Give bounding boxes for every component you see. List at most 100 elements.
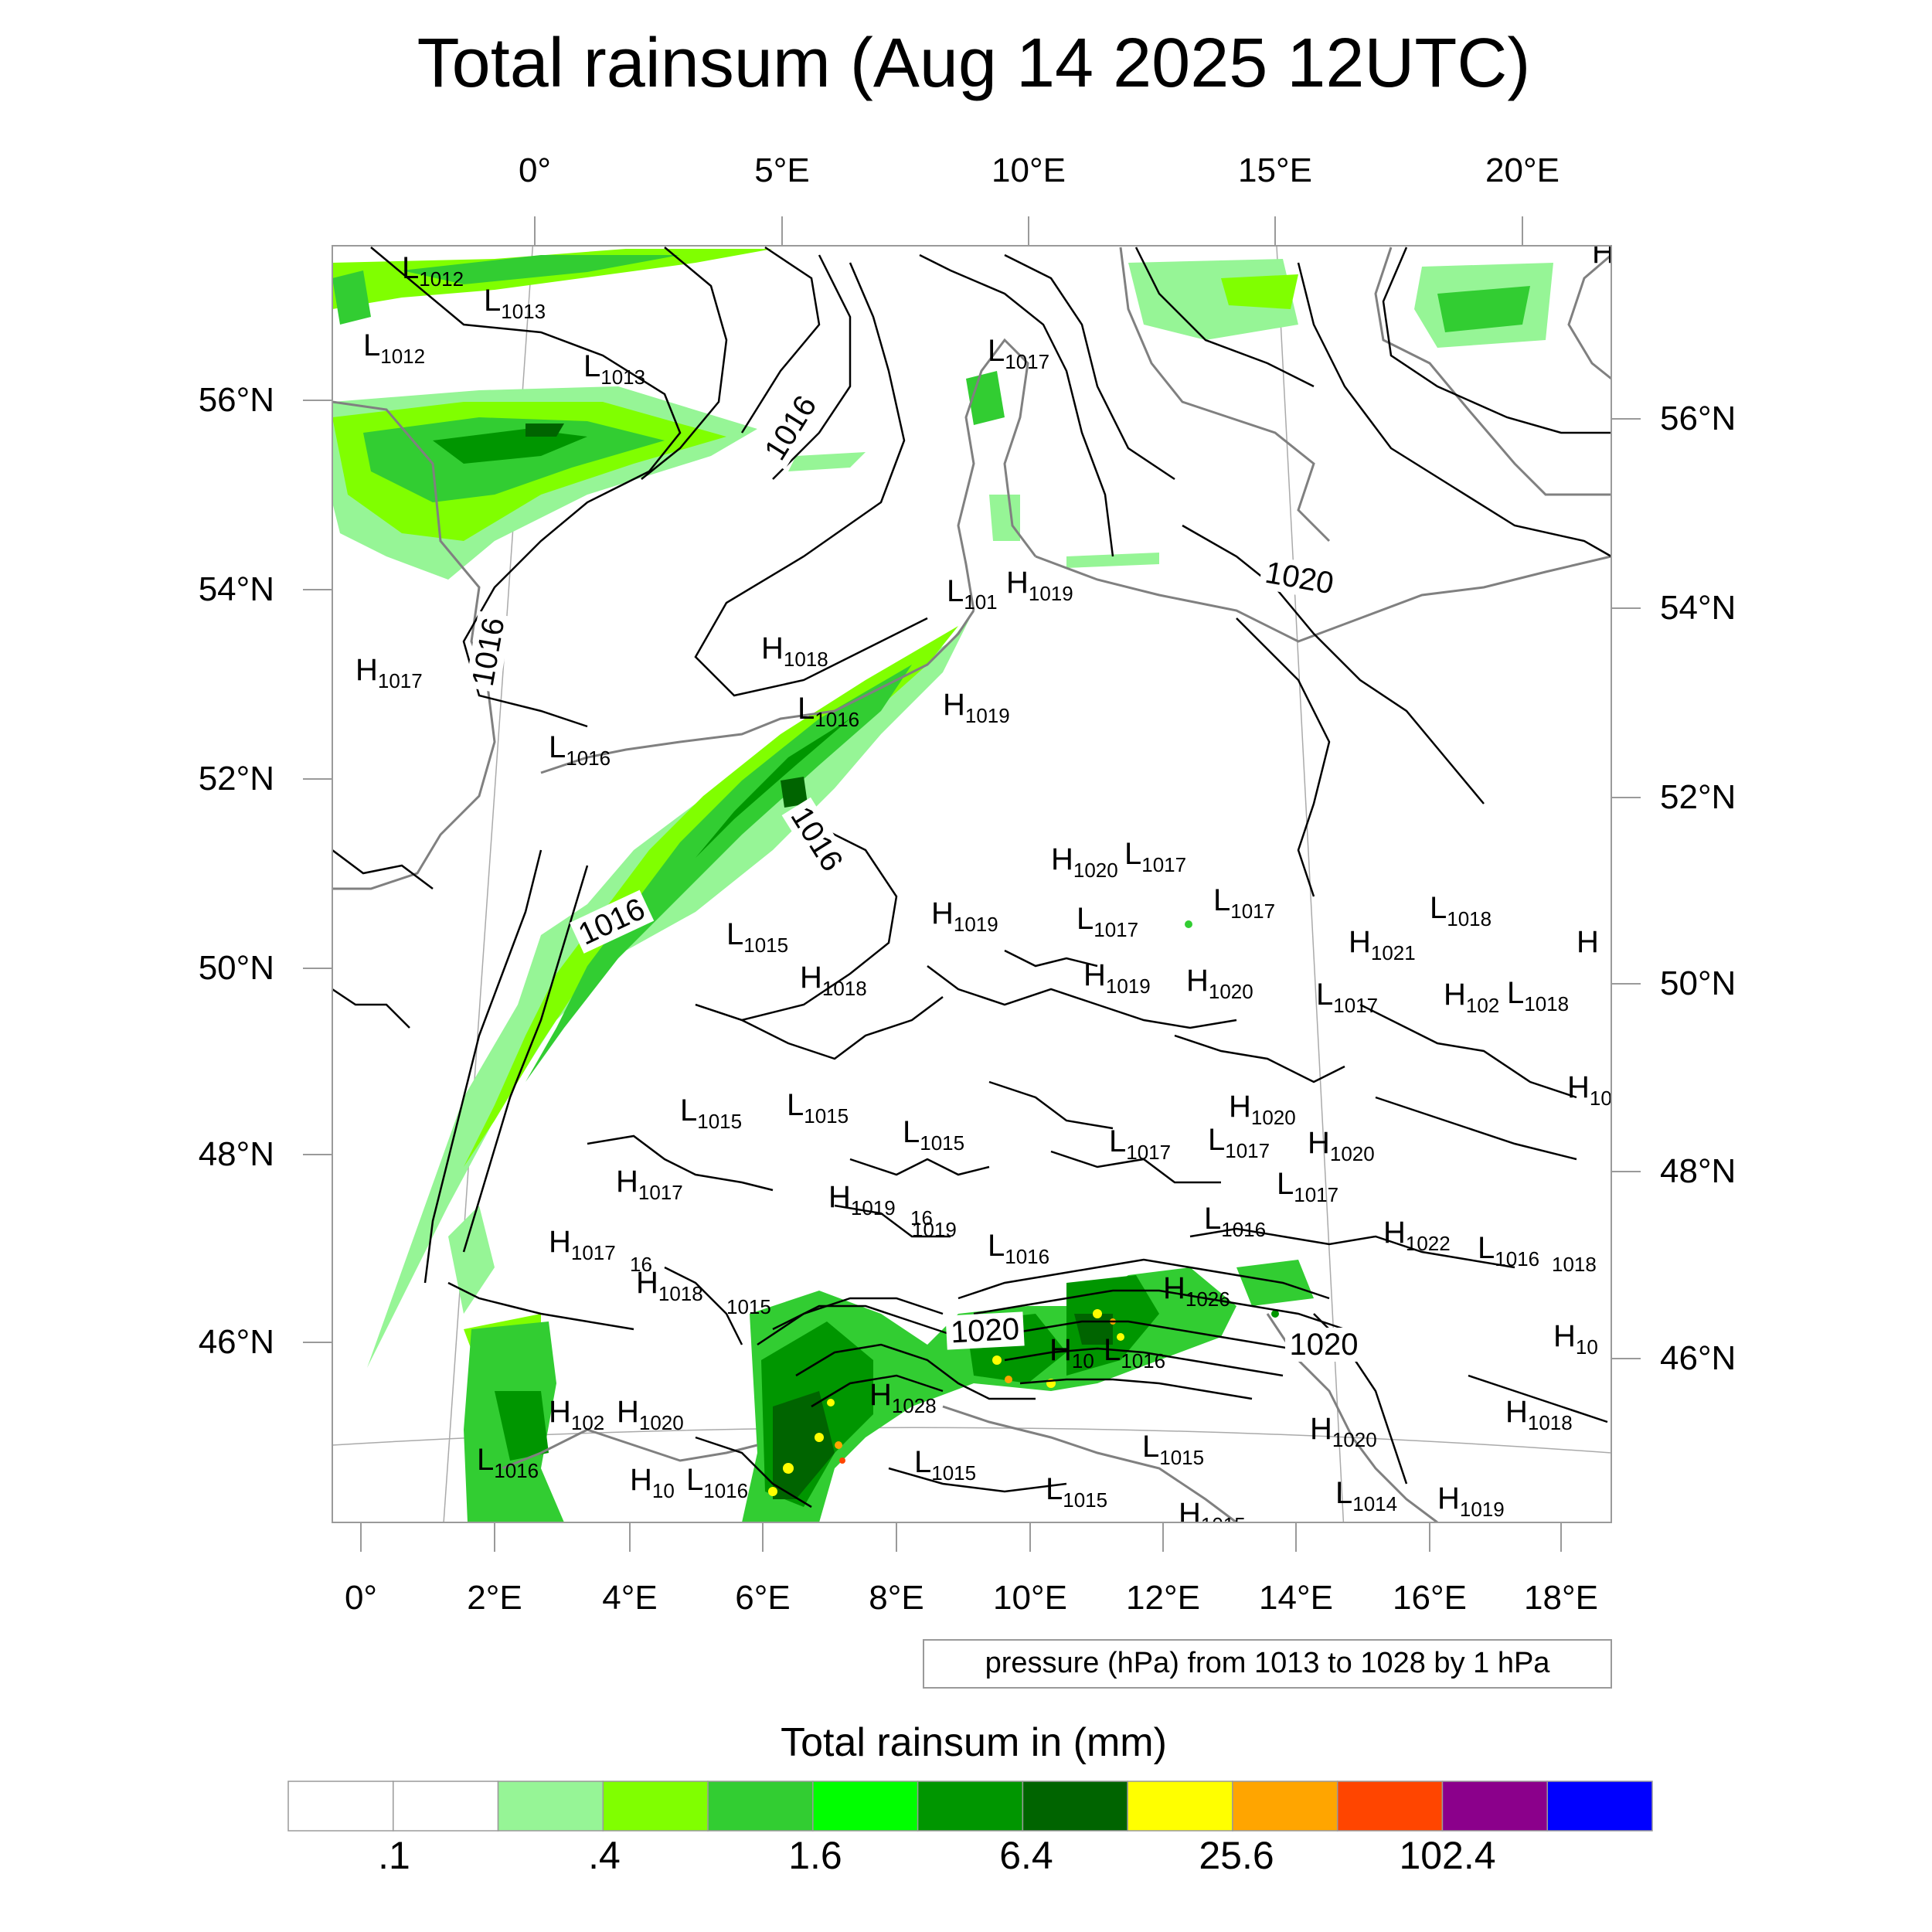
colorbar-label: .1	[378, 1834, 410, 1877]
left-lat-label: 48°N	[199, 1135, 274, 1173]
high-center: H1022	[1383, 1216, 1451, 1255]
low-center: L1015	[1046, 1472, 1107, 1512]
low-center: L1017	[1316, 978, 1378, 1017]
high-center: H1020	[1308, 1126, 1375, 1165]
colorbar-swatch	[1336, 1781, 1444, 1832]
left-lat-label: 54°N	[199, 570, 274, 608]
right-lat-label: 52°N	[1660, 778, 1736, 816]
low-center: L1013	[583, 349, 645, 389]
high-center: H1019	[828, 1180, 896, 1219]
right-lat-label: 48°N	[1660, 1152, 1736, 1190]
partial-center-label: 16	[910, 1206, 933, 1230]
high-center: H1019	[943, 688, 1010, 727]
colorbar-label: 102.4	[1399, 1834, 1495, 1877]
colorbar-swatch	[707, 1781, 814, 1832]
right-lat-label: 50°N	[1660, 964, 1736, 1002]
bottom-lon-label: 14°E	[1259, 1579, 1333, 1617]
bottom-lon-label: 4°E	[602, 1579, 657, 1617]
low-center: L1017	[1124, 837, 1186, 876]
low-center: L1016	[1204, 1202, 1266, 1241]
high-center: H1019	[1437, 1481, 1505, 1521]
rain-extreme-cells	[768, 1309, 1124, 1496]
left-lat-label: 52°N	[199, 760, 274, 798]
rain-extreme-cores	[835, 1318, 1116, 1449]
coastlines	[332, 247, 1611, 1522]
low-center: L1016	[1478, 1231, 1539, 1270]
low-center: L1014	[1335, 1476, 1397, 1515]
high-center: H102	[549, 1395, 604, 1434]
right-latitude-axis: 56°N 54°N 52°N 50°N 48°N 46°N	[1611, 400, 1736, 1377]
map-content: 1016 1016 1016 1016 1020 1020	[332, 246, 1611, 1522]
high-center: H1018	[800, 961, 867, 1000]
colorbar-swatch	[812, 1781, 919, 1832]
rain-field	[332, 249, 1553, 1522]
low-center: L101	[947, 574, 998, 614]
low-center: L1015	[903, 1115, 964, 1155]
partial-center-label: 1015	[726, 1295, 771, 1318]
contour-info-text: pressure (hPa) from 1013 to 1028 by 1 hP…	[985, 1647, 1551, 1679]
top-lon-label: 5°E	[754, 151, 809, 189]
isobars	[332, 246, 1611, 1509]
low-center: L1016	[988, 1229, 1049, 1268]
high-center: H1019	[1006, 566, 1073, 605]
high-center: H1018	[761, 631, 828, 671]
colorbar-title: Total rainsum in (mm)	[781, 1720, 1167, 1765]
low-center: L1016	[686, 1463, 748, 1502]
low-center: L1018	[1430, 891, 1492, 930]
low-center: L1017	[1077, 902, 1138, 941]
high-center: H10	[1553, 1319, 1598, 1359]
high-center: H1021	[1349, 925, 1416, 964]
bottom-lon-label: 8°E	[869, 1579, 923, 1617]
colorbar-swatch	[602, 1781, 709, 1832]
colorbar: Total rainsum in (mm) .1 .4 1.6 6.4 25.6…	[287, 1720, 1653, 1877]
low-center: L1018	[1507, 976, 1569, 1015]
right-lat-label: 46°N	[1660, 1339, 1736, 1377]
low-center: L1012	[363, 328, 425, 368]
high-center: H1020	[617, 1395, 684, 1434]
low-center: L1017	[1213, 883, 1275, 923]
low-center: L1013	[484, 284, 546, 323]
colorbar-swatch	[917, 1781, 1024, 1832]
high-center: H1026	[1163, 1271, 1230, 1311]
colorbar-swatch	[1022, 1781, 1128, 1832]
top-lon-label: 15°E	[1238, 151, 1312, 189]
high-center: H	[1577, 925, 1599, 959]
low-center: L1015	[914, 1445, 976, 1485]
low-center: L1016	[1104, 1333, 1165, 1372]
colorbar-swatch	[1546, 1781, 1653, 1832]
contour-info-box: pressure (hPa) from 1013 to 1028 by 1 hP…	[923, 1639, 1612, 1689]
top-lon-label: 0°	[519, 151, 551, 189]
colorbar-label: 25.6	[1199, 1834, 1274, 1877]
low-center: L1017	[988, 334, 1049, 373]
colorbar-swatch	[1232, 1781, 1338, 1832]
high-center: H1018	[636, 1266, 703, 1305]
bottom-lon-label: 18°E	[1524, 1579, 1598, 1617]
left-lat-label: 50°N	[199, 949, 274, 987]
low-center: L1012	[402, 251, 464, 291]
high-center: H10	[630, 1463, 675, 1502]
right-lat-label: 54°N	[1660, 589, 1736, 627]
bottom-lon-label: 2°E	[467, 1579, 522, 1617]
partial-center-label: 1019	[912, 1218, 957, 1241]
left-lat-label: 46°N	[199, 1323, 274, 1361]
pressure-centers: L1012 L1013 L1012 L1013 L1017 H H1017 L1…	[355, 246, 1611, 1522]
isobar-label: 1020	[950, 1312, 1020, 1350]
right-lat-label: 56°N	[1660, 400, 1736, 437]
high-center: H1020	[1229, 1090, 1296, 1129]
low-center: L1016	[798, 692, 859, 731]
high-center: H1028	[869, 1378, 937, 1417]
high-center: H1019	[931, 896, 998, 936]
map-frame	[332, 245, 1612, 1523]
partial-center-label: 16	[630, 1253, 652, 1276]
high-center: H1020	[1186, 964, 1253, 1003]
high-center: H1020	[1051, 842, 1118, 882]
colorbar-swatch	[1441, 1781, 1548, 1832]
colorbar-swatch	[393, 1781, 499, 1832]
low-center: L1016	[549, 730, 611, 770]
top-longitude-axis: 0° 5°E 10°E 15°E 20°E	[519, 151, 1560, 246]
map-title: Total rainsum (Aug 14 2025 12UTC)	[417, 25, 1531, 102]
low-center: L1017	[1277, 1167, 1338, 1206]
low-center: L1015	[1142, 1430, 1204, 1469]
colorbar-labels: .1 .4 1.6 6.4 25.6 102.4	[378, 1834, 1495, 1877]
